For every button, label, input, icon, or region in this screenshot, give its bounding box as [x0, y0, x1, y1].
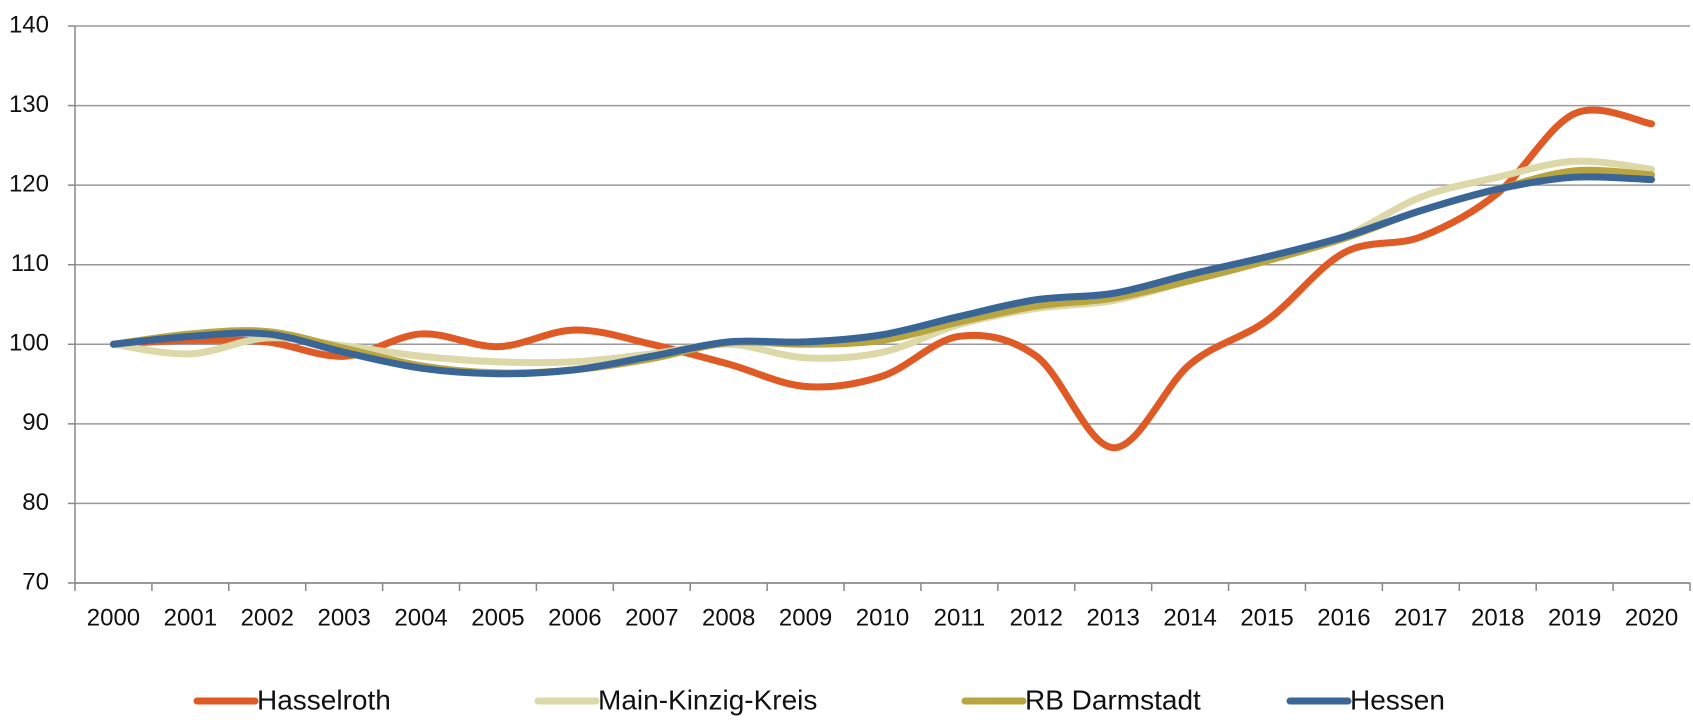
series-line [109, 173, 1656, 378]
x-tick-label: 2009 [779, 604, 832, 631]
x-tick-label: 2000 [87, 604, 140, 631]
legend-label: RB Darmstadt [1025, 684, 1201, 715]
x-tick-label: 2020 [1625, 604, 1678, 631]
series-line [109, 157, 1656, 367]
y-tick-label: 90 [22, 409, 49, 436]
x-tick-label: 2008 [702, 604, 755, 631]
x-tick-label: 2012 [1010, 604, 1063, 631]
x-tick-label: 2018 [1471, 604, 1524, 631]
y-tick-label: 100 [9, 330, 49, 357]
x-tick-label: 2017 [1394, 604, 1447, 631]
x-tick-label: 2019 [1548, 604, 1601, 631]
x-tick-label: 2016 [1317, 604, 1370, 631]
y-tick-label: 140 [9, 11, 49, 38]
x-tick-label: 2001 [164, 604, 217, 631]
x-tick-label: 2005 [471, 604, 524, 631]
legend-label: Main-Kinzig-Kreis [598, 684, 817, 715]
y-tick-label: 80 [22, 489, 49, 516]
x-tick-label: 2011 [934, 604, 986, 631]
x-tick-label: 2002 [241, 604, 294, 631]
y-tick-label: 130 [9, 91, 49, 118]
legend-label: Hessen [1350, 684, 1445, 715]
series-line [109, 106, 1656, 452]
y-tick-label: 70 [22, 568, 49, 595]
legend-label: Hasselroth [257, 684, 391, 715]
x-tick-label: 2010 [856, 604, 909, 631]
x-tick-label: 2006 [548, 604, 601, 631]
y-tick-label: 120 [9, 170, 49, 197]
x-tick-label: 2007 [625, 604, 678, 631]
x-tick-label: 2004 [394, 604, 447, 631]
x-tick-label: 2003 [317, 604, 370, 631]
x-tick-label: 2013 [1087, 604, 1140, 631]
x-tick-label: 2015 [1240, 604, 1293, 631]
y-tick-label: 110 [11, 250, 49, 277]
legend: Hasselroth Main-Kinzig-Kreis RB Darmstadt H… [193, 684, 1445, 715]
x-tick-label: 2014 [1163, 604, 1216, 631]
